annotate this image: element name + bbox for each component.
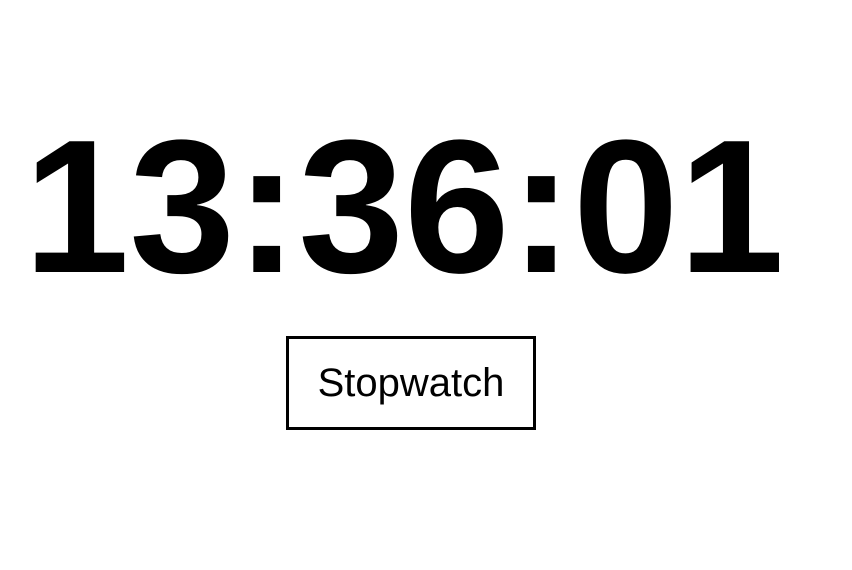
stopwatch-button[interactable]: Stopwatch: [286, 336, 536, 430]
clock-time-display: 13:36:01: [23, 101, 785, 313]
